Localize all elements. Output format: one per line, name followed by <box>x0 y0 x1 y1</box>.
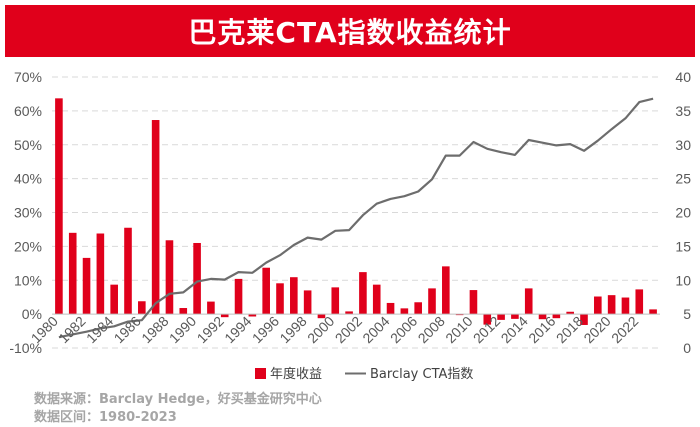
left-axis-tick-label: -10% <box>9 340 42 356</box>
right-axis-tick-label: 0 <box>683 340 691 356</box>
right-axis-tick-label: 25 <box>675 171 691 187</box>
x-axis-tick-label: 2000 <box>304 313 337 346</box>
bar-1988 <box>165 240 174 315</box>
right-axis-tick-label: 5 <box>683 306 691 322</box>
bar-1993 <box>234 278 243 315</box>
x-axis-tick-label: 2004 <box>359 313 392 346</box>
bar-1986 <box>138 301 146 315</box>
left-axis-tick-label: 20% <box>14 238 42 254</box>
bar-1992 <box>220 314 229 318</box>
right-axis-tick-label: 15 <box>675 238 691 254</box>
bar-2002 <box>359 272 367 315</box>
right-axis-tick-label: 10 <box>675 272 691 288</box>
legend: 年度收益 Barclay CTA指数 <box>255 366 473 382</box>
x-axis-tick-label: 2008 <box>415 313 448 346</box>
bar-2004 <box>386 302 395 315</box>
right-axis-tick-label: 40 <box>675 69 691 85</box>
cta-index-line <box>58 97 654 339</box>
bar-series <box>55 98 657 325</box>
legend-line-label: Barclay CTA指数 <box>370 367 473 382</box>
bar-2012 <box>497 314 505 320</box>
range-note: 数据区间：1980-2023 <box>34 410 177 425</box>
left-axis-tick-label: 50% <box>14 137 42 153</box>
bar-2020 <box>607 295 616 315</box>
bar-1991 <box>207 301 215 315</box>
bar-2014 <box>524 288 533 315</box>
bar-1982 <box>82 257 91 315</box>
left-axis-tick-label: 30% <box>14 205 42 221</box>
line-series <box>58 97 654 339</box>
bar-1984 <box>110 284 118 315</box>
chart-title-banner: 巴克莱CTA指数收益统计 <box>5 5 695 57</box>
source-note: 数据来源：Barclay Hedge，好买基金研究中心 <box>34 392 322 407</box>
x-axis-tick-label: 2022 <box>608 313 641 346</box>
bar-2017 <box>566 311 574 315</box>
right-axis-tick-label: 20 <box>675 205 691 221</box>
bar-1980 <box>55 98 63 315</box>
bar-1989 <box>179 308 188 315</box>
bar-1998 <box>303 290 312 315</box>
bar-2013 <box>511 314 519 319</box>
bar-2000 <box>331 287 340 315</box>
bar-2007 <box>428 288 436 315</box>
bar-2011 <box>483 314 492 325</box>
x-axis-tick-label: 2010 <box>442 313 475 346</box>
bar-2018 <box>580 314 588 325</box>
left-axis-tick-label: 10% <box>14 272 42 288</box>
left-axis-tick-label: 70% <box>14 69 42 85</box>
bar-2005 <box>400 308 409 315</box>
legend-bar-label: 年度收益 <box>270 366 322 382</box>
left-axis-tick-label: 60% <box>14 103 42 119</box>
chart-title: 巴克莱CTA指数收益统计 <box>188 16 512 49</box>
bar-2003 <box>372 284 381 315</box>
x-axis-tick-label: 1992 <box>194 313 227 346</box>
bar-1985 <box>124 227 132 315</box>
left-y-axis: -10% 0% 10% 20% 30% 40% 50% 60% 70% <box>9 69 42 356</box>
x-axis-tick-label: 1990 <box>166 313 199 346</box>
bar-2021 <box>621 297 630 315</box>
right-y-axis: 0 5 10 15 20 25 30 35 40 <box>675 69 691 356</box>
x-axis-tick-label: 2006 <box>387 313 420 346</box>
right-axis-tick-label: 35 <box>675 103 691 119</box>
bar-2016 <box>552 314 561 319</box>
bar-2006 <box>414 302 422 315</box>
bar-2019 <box>594 296 602 315</box>
x-axis-tick-label: 1996 <box>249 313 282 346</box>
bar-2023 <box>649 309 657 315</box>
x-axis-tick-label: 1982 <box>55 313 88 346</box>
bar-1995 <box>262 267 270 315</box>
legend-bar-swatch <box>255 368 266 379</box>
bar-1987 <box>151 120 160 315</box>
bar-2001 <box>345 311 353 315</box>
left-axis-tick-label: 0% <box>22 306 42 322</box>
left-axis-tick-label: 40% <box>14 171 42 187</box>
bar-1996 <box>276 283 284 315</box>
bar-1990 <box>193 242 201 315</box>
x-axis-tick-label: 2002 <box>332 313 365 346</box>
x-axis-tick-label: 1984 <box>83 313 116 346</box>
bar-2015 <box>538 314 547 320</box>
bar-2008 <box>442 266 450 315</box>
bar-2010 <box>469 290 478 315</box>
right-axis-tick-label: 30 <box>675 137 691 153</box>
bar-1994 <box>248 314 257 317</box>
x-axis-tick-label: 1994 <box>221 313 254 346</box>
bar-1999 <box>317 314 326 319</box>
x-axis-tick-label: 1998 <box>276 313 309 346</box>
bar-1981 <box>68 232 77 315</box>
bar-1997 <box>290 277 298 315</box>
x-axis: 1980198219841986198819901992199419961998… <box>28 313 642 346</box>
bar-2022 <box>635 289 644 315</box>
bar-1983 <box>96 233 105 315</box>
x-axis-tick-label: 1986 <box>111 313 144 346</box>
